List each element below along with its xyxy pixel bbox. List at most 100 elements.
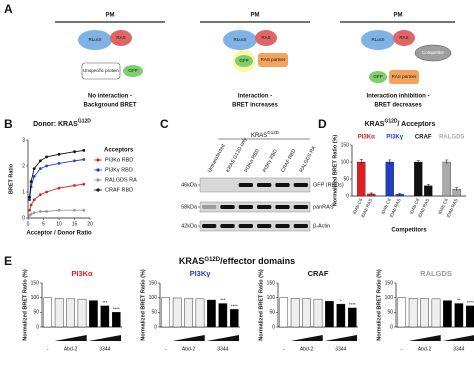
point xyxy=(57,152,61,156)
point xyxy=(29,212,33,216)
y-tick-label: 3 xyxy=(22,137,25,143)
bar xyxy=(420,298,429,328)
point xyxy=(45,164,48,168)
y-tick-label: 0 xyxy=(346,193,349,199)
significance: **** xyxy=(231,304,238,309)
x-tick-label: Abd-2 xyxy=(64,346,78,352)
lane-label: CRAF RBD xyxy=(280,148,297,174)
ramp xyxy=(54,335,87,341)
blot-strip xyxy=(199,201,311,213)
x-tick-label: - xyxy=(47,346,49,352)
ramp xyxy=(88,335,121,341)
bar xyxy=(397,297,407,328)
point xyxy=(82,158,86,161)
point xyxy=(57,186,61,190)
bar xyxy=(54,298,64,328)
point xyxy=(32,175,36,178)
point xyxy=(39,193,42,197)
point xyxy=(57,162,61,165)
bar xyxy=(290,298,300,328)
bar-label: iDAb Ctl xyxy=(409,198,421,215)
y-tick-label: 50 xyxy=(33,310,39,316)
point xyxy=(39,159,42,163)
row-label: β-Actin xyxy=(313,223,330,229)
y-tick-label: 0 xyxy=(22,215,25,221)
y-tick-label: 2 xyxy=(22,163,25,169)
caption: No interaction - xyxy=(88,94,132,100)
point xyxy=(29,203,33,207)
point xyxy=(28,208,31,212)
x-tick-label: - xyxy=(401,346,403,352)
bar xyxy=(218,303,228,328)
chart-title: Donor: KRASG12D xyxy=(33,119,91,128)
acceptor-label: GFP xyxy=(239,58,248,63)
competitor xyxy=(414,44,452,62)
bar xyxy=(161,297,171,328)
title-text: KRAS xyxy=(179,256,205,266)
group-label: RALGDS xyxy=(439,135,464,141)
bar xyxy=(465,305,474,328)
bar xyxy=(385,161,394,197)
point xyxy=(73,184,76,187)
ramp xyxy=(324,335,357,341)
legend-label: PI3Kγ RBD xyxy=(105,167,133,173)
ramp xyxy=(442,335,474,341)
y-tick-label: 0 xyxy=(272,324,275,330)
membrane-label: PM xyxy=(394,13,403,19)
x-axis-label: Acceptor / Donor Ratio xyxy=(26,231,92,237)
point xyxy=(32,211,36,215)
point xyxy=(82,182,86,186)
acceptor xyxy=(123,65,143,77)
bar xyxy=(207,299,216,328)
x-tick-label: 0 xyxy=(27,221,30,227)
donor xyxy=(361,30,395,50)
chart-title: PI3Kα xyxy=(71,269,93,278)
blot-header: KRASG12D xyxy=(251,130,280,138)
series-line xyxy=(29,149,84,198)
band xyxy=(238,205,253,209)
ramp xyxy=(408,335,441,341)
y-tick-label: 150 xyxy=(31,280,40,286)
significance: * xyxy=(340,298,342,303)
partner xyxy=(258,53,288,67)
band xyxy=(220,205,235,209)
y-tick-label: 0 xyxy=(36,324,39,330)
point xyxy=(73,208,76,212)
acceptor-label: GFP xyxy=(128,68,137,73)
ramp xyxy=(172,335,205,341)
bar xyxy=(100,305,110,328)
significance: **** xyxy=(349,302,356,307)
chart-title: RALGDS xyxy=(420,269,452,278)
bar-label: iDAb Ctl xyxy=(437,198,449,215)
significance: **** xyxy=(467,300,474,305)
membrane-label: PM xyxy=(106,13,115,19)
legend-label: RALGDS RA xyxy=(105,177,137,183)
x-tick-label: 3344 xyxy=(99,346,110,352)
bar xyxy=(325,300,334,328)
bar xyxy=(336,303,346,328)
title-text: Donor: KRAS xyxy=(33,121,78,128)
x-tick-label: Abd-2 xyxy=(418,346,432,352)
x-tick-label: Abd-2 xyxy=(300,346,314,352)
y-tick-label: 150 xyxy=(385,280,394,286)
y-axis-label: Normalized BRET Ratio (%) xyxy=(258,269,264,341)
legend-label: PI3Kα RBD xyxy=(105,157,133,163)
series-line xyxy=(29,159,84,200)
bar-label: iDAb Ctl xyxy=(352,198,364,215)
size-label: 42kDa xyxy=(181,223,198,229)
caption: BRET decreases xyxy=(374,103,422,109)
band xyxy=(257,205,272,209)
point xyxy=(45,190,48,194)
point xyxy=(39,210,42,213)
bar xyxy=(43,297,53,328)
membrane-label: PM xyxy=(251,13,260,19)
band xyxy=(293,183,308,187)
band xyxy=(293,224,308,228)
y-tick-label: 1 xyxy=(22,189,25,195)
header-sup: G12D xyxy=(267,130,280,135)
caption: Interaction inhibition - xyxy=(367,94,430,100)
ramp xyxy=(206,335,239,341)
chart-title: PI3Kγ xyxy=(190,269,212,278)
point xyxy=(39,167,42,171)
y-axis-label: Normalized BRET Ratio (%) xyxy=(376,269,382,341)
